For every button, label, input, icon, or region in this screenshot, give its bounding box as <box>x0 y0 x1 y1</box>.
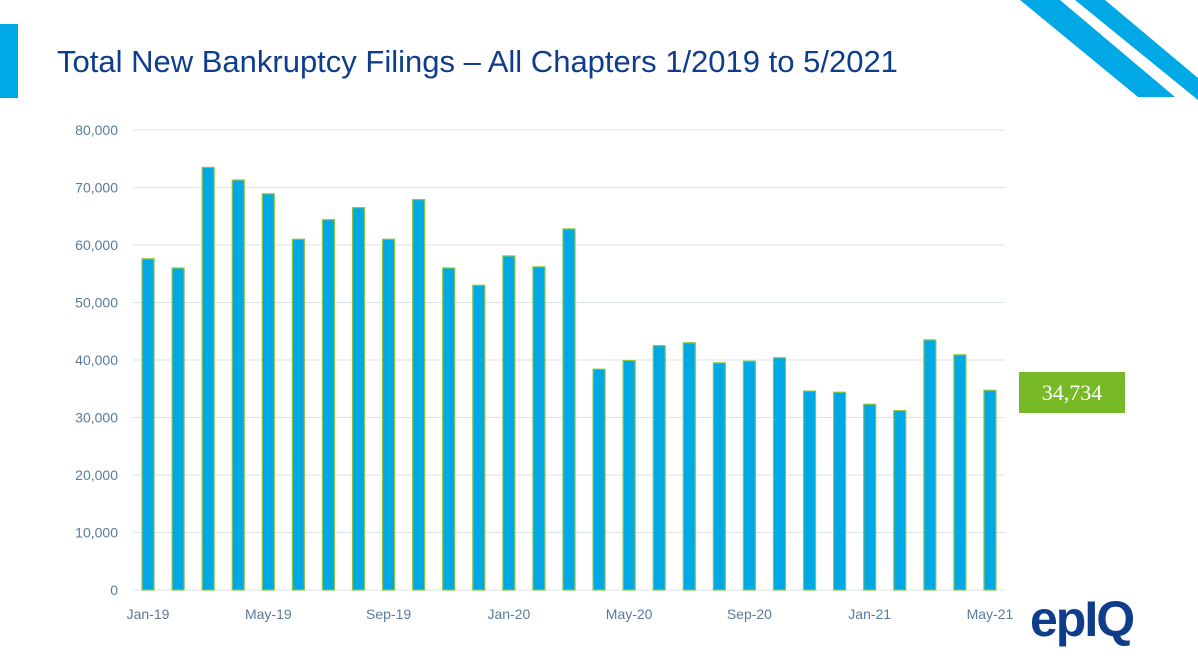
bar-Apr-19 <box>231 179 245 591</box>
title-accent-bar <box>0 24 18 98</box>
bar-Jul-19 <box>321 219 336 591</box>
x-tick-label: Jan-19 <box>127 606 170 622</box>
y-tick-label: 40,000 <box>75 352 118 368</box>
y-tick-label: 70,000 <box>75 180 118 196</box>
epiq-logo: epIQ <box>1030 591 1135 647</box>
x-tick-label: May-20 <box>606 606 653 622</box>
y-tick-label: 20,000 <box>75 467 118 483</box>
bar-Jun-19 <box>291 238 305 591</box>
x-tick-label: May-21 <box>967 606 1014 622</box>
bar-May-19 <box>261 193 275 591</box>
bar-May-21 <box>983 389 997 591</box>
bar-Jan-19 <box>141 258 155 591</box>
page-title: Total New Bankruptcy Filings – All Chapt… <box>57 44 898 79</box>
bar-Mar-19 <box>201 166 215 591</box>
bar-Dec-20 <box>833 391 847 591</box>
x-tick-label: May-19 <box>245 606 292 622</box>
bar-Nov-20 <box>802 390 817 591</box>
bar-Sep-20 <box>742 360 757 591</box>
bar-Jul-20 <box>682 342 696 591</box>
bar-Sep-19 <box>381 238 396 591</box>
x-tick-label: Sep-19 <box>366 606 411 622</box>
x-tick-label: Sep-20 <box>727 606 772 622</box>
bar-Oct-20 <box>772 357 787 591</box>
bar-Apr-21 <box>953 354 967 591</box>
bar-Mar-21 <box>923 339 937 591</box>
bar-May-20 <box>622 359 636 591</box>
y-tick-label: 10,000 <box>75 525 118 541</box>
bar-Jan-20 <box>502 255 516 591</box>
latest-value-callout: 34,734 <box>1019 372 1125 413</box>
y-tick-label: 80,000 <box>75 122 118 138</box>
bar-Dec-19 <box>472 284 486 591</box>
x-tick-label: Jan-20 <box>487 606 530 622</box>
bar-Aug-20 <box>712 362 726 591</box>
bar-Feb-19 <box>171 267 185 591</box>
y-tick-label: 50,000 <box>75 295 118 311</box>
bar-Apr-20 <box>592 368 606 591</box>
bar-Mar-20 <box>562 228 576 591</box>
bar-Oct-19 <box>412 198 426 591</box>
bar-Nov-19 <box>442 267 456 591</box>
bar-Feb-20 <box>532 266 546 591</box>
bar-Jan-21 <box>863 403 877 591</box>
bar-Feb-21 <box>893 410 907 591</box>
y-tick-label: 0 <box>110 582 118 598</box>
bar-Jun-20 <box>652 345 666 591</box>
x-tick-label: Jan-21 <box>848 606 891 622</box>
y-tick-label: 60,000 <box>75 237 118 253</box>
decor-stripe <box>1075 0 1198 100</box>
y-tick-label: 30,000 <box>75 410 118 426</box>
bar-Aug-19 <box>351 207 366 591</box>
decor-stripe <box>1020 0 1175 97</box>
